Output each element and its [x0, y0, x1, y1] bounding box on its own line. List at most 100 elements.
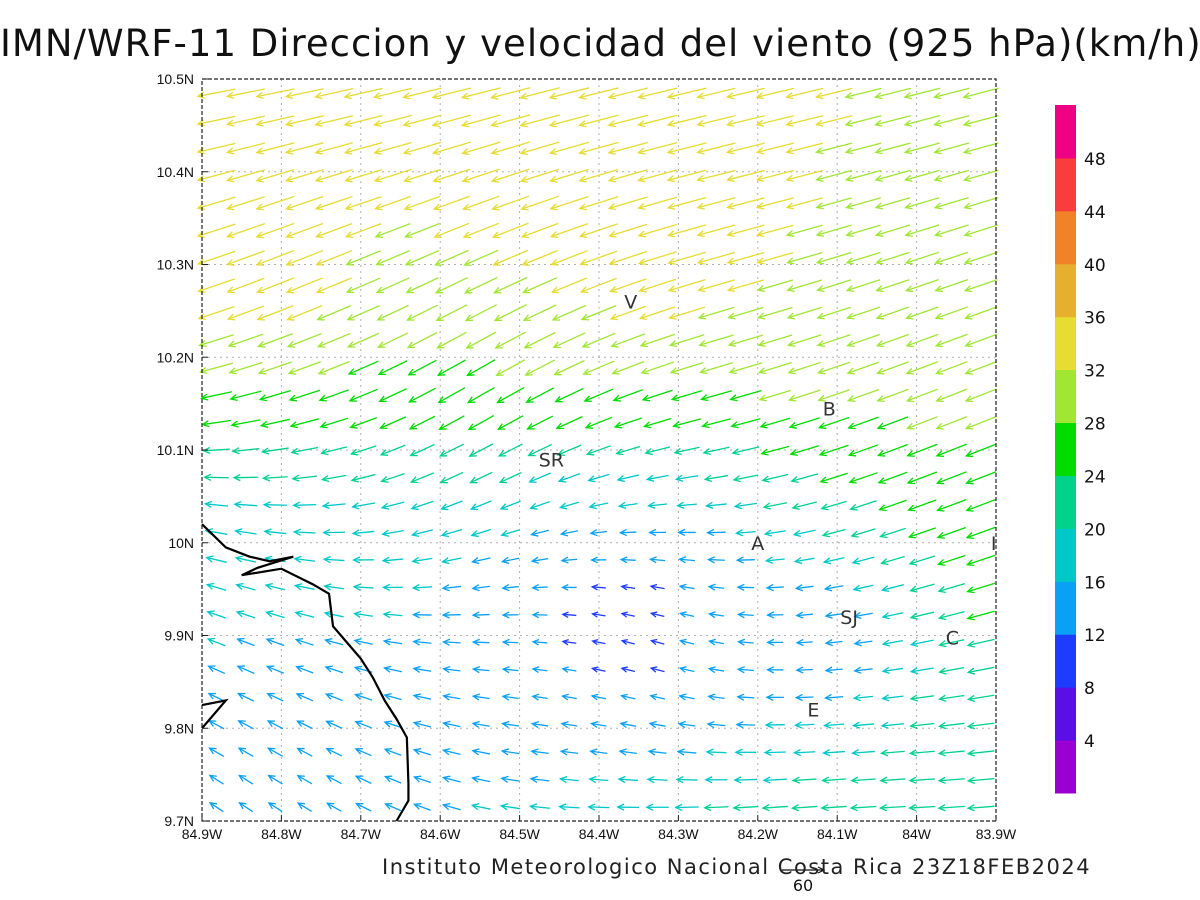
- wind-vector: [285, 277, 323, 294]
- wind-vector: [374, 195, 411, 211]
- wind-vector: [558, 501, 580, 510]
- wind-vector: [701, 418, 731, 429]
- wind-vector: [962, 87, 999, 100]
- wind-vector: [529, 775, 550, 784]
- wind-vector: [461, 168, 501, 183]
- wind-vector: [225, 169, 266, 183]
- wind-vector: [404, 222, 440, 239]
- wind-vector: [225, 142, 266, 155]
- place-label: V: [624, 292, 637, 314]
- wind-vector: [348, 388, 378, 402]
- wind-vector: [441, 775, 461, 783]
- wind-vector: [580, 305, 617, 321]
- wind-vector: [497, 443, 523, 457]
- wind-vector: [620, 583, 636, 591]
- wind-vector: [314, 87, 354, 100]
- wind-vector: [962, 169, 999, 182]
- colorbar-label: 12: [1084, 626, 1106, 646]
- wind-vector: [523, 331, 556, 349]
- wind-vector: [764, 721, 785, 729]
- wind-vector: [790, 473, 819, 484]
- wind-vector: [638, 278, 677, 293]
- wind-vector: [937, 749, 965, 757]
- wind-vector: [439, 471, 464, 484]
- wind-vector: [372, 87, 413, 100]
- place-label: SJ: [840, 607, 858, 629]
- wind-vector: [962, 115, 999, 127]
- wind-vector: [205, 555, 227, 563]
- wind-vector: [284, 115, 324, 127]
- wind-vector: [932, 87, 970, 100]
- wind-vector: [433, 222, 470, 239]
- wind-vector: [589, 720, 607, 729]
- wind-vector: [225, 223, 266, 239]
- wind-vector: [208, 774, 224, 785]
- wind-vector: [528, 472, 551, 483]
- wind-vector: [761, 473, 789, 483]
- wind-vector: [879, 776, 906, 784]
- wind-vector: [966, 749, 995, 757]
- wind-vector: [471, 775, 491, 783]
- wind-vector: [852, 584, 874, 592]
- wind-vector: [964, 415, 997, 430]
- wind-vector: [755, 197, 794, 210]
- wind-vector: [202, 446, 230, 455]
- wind-vector: [677, 528, 696, 537]
- wind-vector: [707, 693, 725, 701]
- wind-vector: [845, 251, 881, 265]
- wind-vector: [637, 251, 677, 266]
- wind-vector: [815, 197, 852, 210]
- wind-vector: [666, 114, 707, 128]
- wind-vector: [785, 115, 824, 127]
- wind-vector: [785, 87, 824, 100]
- wind-vector: [637, 223, 677, 238]
- wind-vector: [617, 501, 638, 510]
- wind-vector: [583, 388, 614, 403]
- wind-vector: [316, 332, 351, 348]
- wind-vector: [879, 749, 905, 757]
- wind-vector: [351, 529, 375, 537]
- wind-vector: [442, 665, 461, 674]
- wind-vector: [470, 528, 492, 538]
- wind-vector: [793, 721, 815, 729]
- coastline-inlet: [201, 698, 229, 729]
- wind-vector: [238, 774, 254, 785]
- wind-vector: [552, 332, 586, 349]
- wind-vector: [736, 611, 754, 619]
- wind-vector: [285, 222, 324, 239]
- colorbar-swatch: [1055, 687, 1076, 741]
- wind-vector: [909, 639, 934, 647]
- x-tick-label: 84.2W: [738, 826, 779, 842]
- wind-vector: [637, 169, 678, 183]
- wind-vector: [352, 556, 374, 564]
- wind-vector: [322, 528, 345, 537]
- wind-vector: [908, 555, 936, 566]
- wind-vector: [874, 142, 911, 155]
- wind-vector: [637, 142, 678, 155]
- wind-vector: [875, 306, 910, 320]
- wind-vector: [816, 306, 851, 320]
- wind-vector: [757, 362, 792, 375]
- wind-vector: [490, 114, 531, 128]
- wind-vector: [666, 87, 707, 100]
- chart-title: IMN/WRF-11 Direccion y velocidad del vie…: [0, 22, 1200, 65]
- wind-vector: [560, 693, 577, 701]
- colorbar-swatch: [1055, 369, 1076, 424]
- wind-vector: [578, 223, 618, 238]
- y-tick-label: 10.5N: [157, 71, 194, 87]
- wind-vector: [736, 638, 754, 646]
- wind-vector: [964, 306, 998, 320]
- wind-vector: [315, 277, 352, 294]
- wind-vector: [607, 87, 649, 100]
- wind-vector: [795, 638, 813, 647]
- wind-vector: [501, 720, 520, 729]
- wind-vector: [589, 748, 608, 756]
- wind-vector: [264, 582, 286, 591]
- wind-vector: [874, 224, 911, 237]
- wind-vector: [589, 529, 608, 537]
- wind-vector: [267, 802, 283, 813]
- wind-vector: [558, 775, 579, 784]
- wind-vector: [468, 443, 494, 457]
- wind-vector: [880, 584, 904, 593]
- wind-vector: [934, 306, 968, 320]
